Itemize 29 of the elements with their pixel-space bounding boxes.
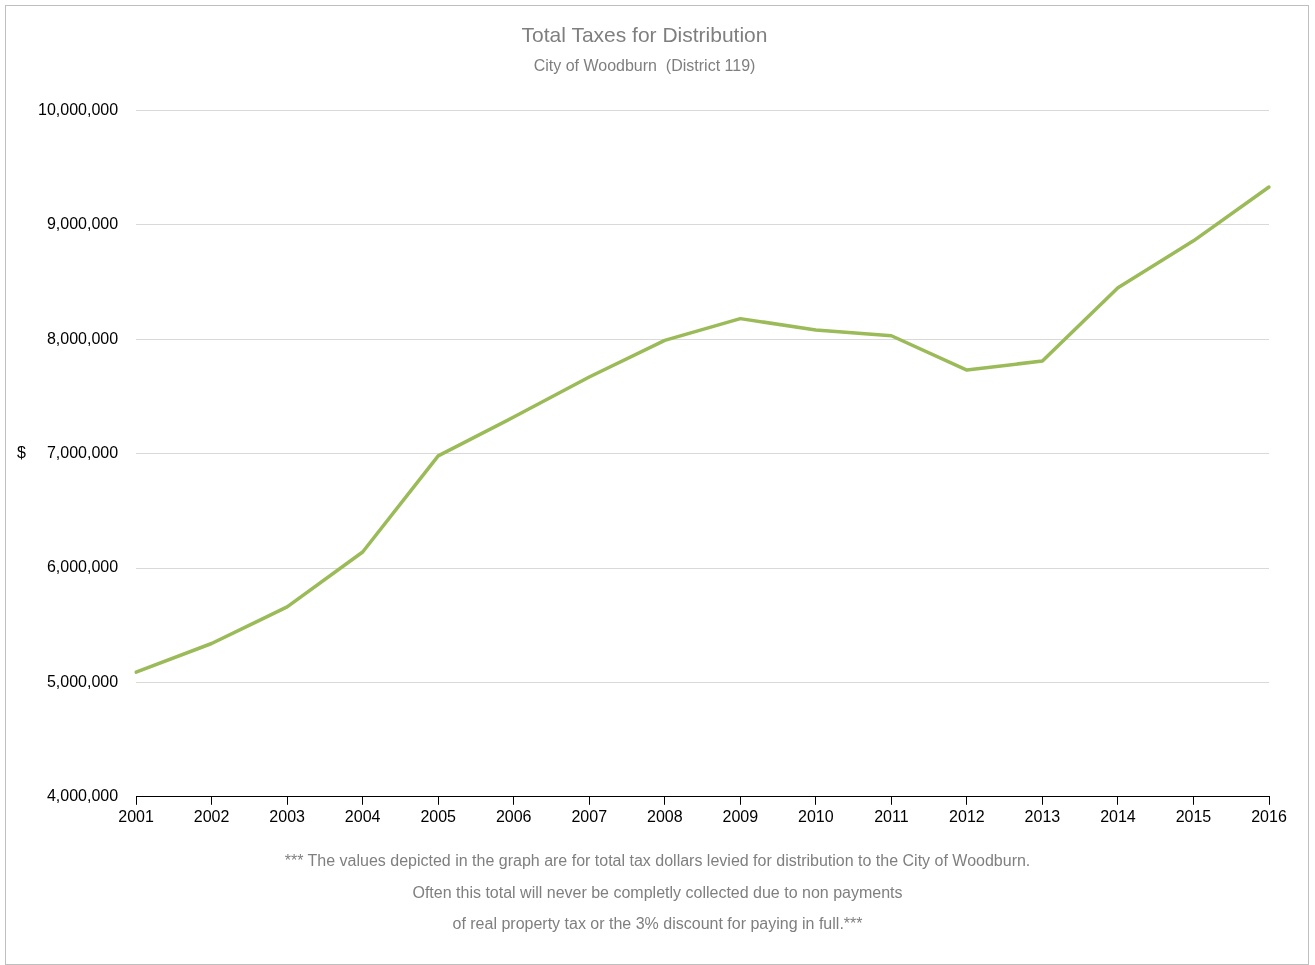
- text: of real property tax or the 3% discount for paying in full.***: [451, 914, 864, 934]
- x-tick-label: 2004: [344, 807, 381, 825]
- text: *** The values depicted in the graph are for total tax dollars levied for distribution to the City of Woodburn.: [283, 851, 1032, 871]
- x-tick-label: 2014: [1100, 807, 1136, 825]
- x-tick-label: 2009: [722, 807, 759, 825]
- x-tick-label: 2012: [949, 807, 985, 825]
- x-tick-label: 2013: [1024, 807, 1061, 825]
- y-tick-label: 5,000,000: [46, 672, 119, 690]
- y-tick-label: 4,000,000: [46, 787, 119, 805]
- x-tick-label: 2015: [1175, 807, 1212, 825]
- y-axis-title: $: [17, 444, 26, 462]
- x-tick-label: 2006: [495, 807, 532, 825]
- y-tick-label: 6,000,000: [46, 558, 119, 576]
- chart-title: Total Taxes for Distribution: [521, 23, 768, 47]
- x-tick-label: 2002: [193, 807, 230, 825]
- x-tick-label: 2008: [646, 807, 683, 825]
- text: Often this total will never be completly collected due to non payments: [411, 882, 904, 903]
- chart-subtitle: City of Woodburn (District 119): [533, 57, 756, 75]
- x-tick-label: 2010: [798, 807, 834, 825]
- x-tick-label: 2011: [874, 807, 909, 825]
- y-tick-label: 7,000,000: [46, 444, 119, 462]
- y-tick-label: 10,000,000: [38, 100, 119, 118]
- y-tick-label: 9,000,000: [46, 215, 119, 233]
- y-tick-label: 8,000,000: [46, 329, 119, 347]
- x-tick-label: 2001: [118, 807, 154, 825]
- x-tick-label: 2016: [1251, 807, 1287, 825]
- x-tick-label: 2007: [571, 807, 608, 825]
- x-tick-label: 2005: [420, 807, 457, 825]
- x-tick-label: 2003: [269, 807, 306, 825]
